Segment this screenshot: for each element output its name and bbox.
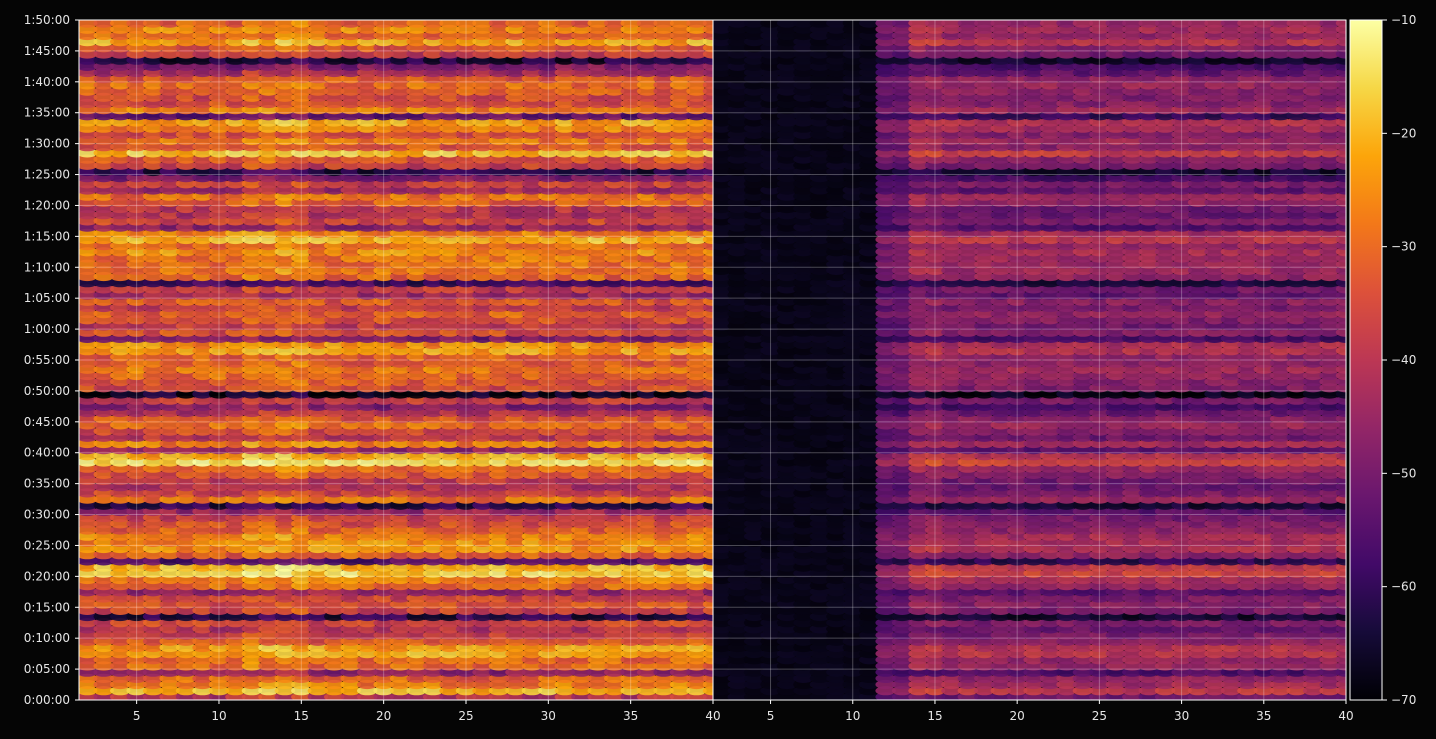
heatmap-left — [79, 20, 713, 700]
